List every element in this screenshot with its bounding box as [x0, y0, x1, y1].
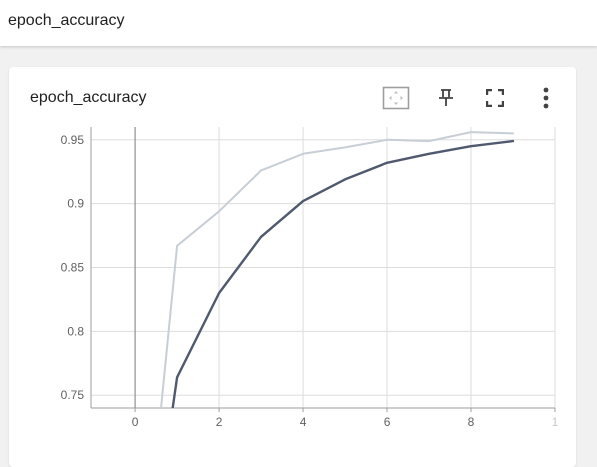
- x-tick-label: 1: [552, 415, 559, 429]
- x-tick-label: 8: [468, 415, 475, 429]
- x-tick-label: 2: [216, 415, 223, 429]
- more-options-button[interactable]: [531, 83, 561, 113]
- y-tick-label: 0.95: [61, 133, 85, 147]
- y-tick-label: 0.75: [61, 388, 85, 402]
- line-chart[interactable]: 0.75 0.8 0.85 0.9 0.95 0 2 4 6 8 1: [0, 0, 597, 453]
- fit-domain-icon: [382, 86, 410, 110]
- card-title: epoch_accuracy: [30, 89, 147, 106]
- pin-icon: [439, 89, 453, 106]
- x-tick-label: 4: [300, 415, 307, 429]
- fullscreen-icon: [486, 89, 504, 107]
- y-tick-label: 0.8: [67, 324, 84, 338]
- pin-button[interactable]: [431, 83, 461, 113]
- x-tick-label: 0: [132, 415, 139, 429]
- x-tick-label: 6: [384, 415, 391, 429]
- fullscreen-button[interactable]: [480, 83, 510, 113]
- fit-domain-button[interactable]: [381, 83, 411, 113]
- more-vert-icon: [543, 87, 549, 109]
- page-title: epoch_accuracy: [8, 12, 125, 29]
- page-header: epoch_accuracy: [0, 0, 597, 46]
- y-tick-label: 0.9: [67, 197, 84, 211]
- smoothed-series-line[interactable]: [135, 139, 515, 453]
- raw-series-line[interactable]: [135, 131, 514, 453]
- y-tick-label: 0.85: [61, 261, 85, 275]
